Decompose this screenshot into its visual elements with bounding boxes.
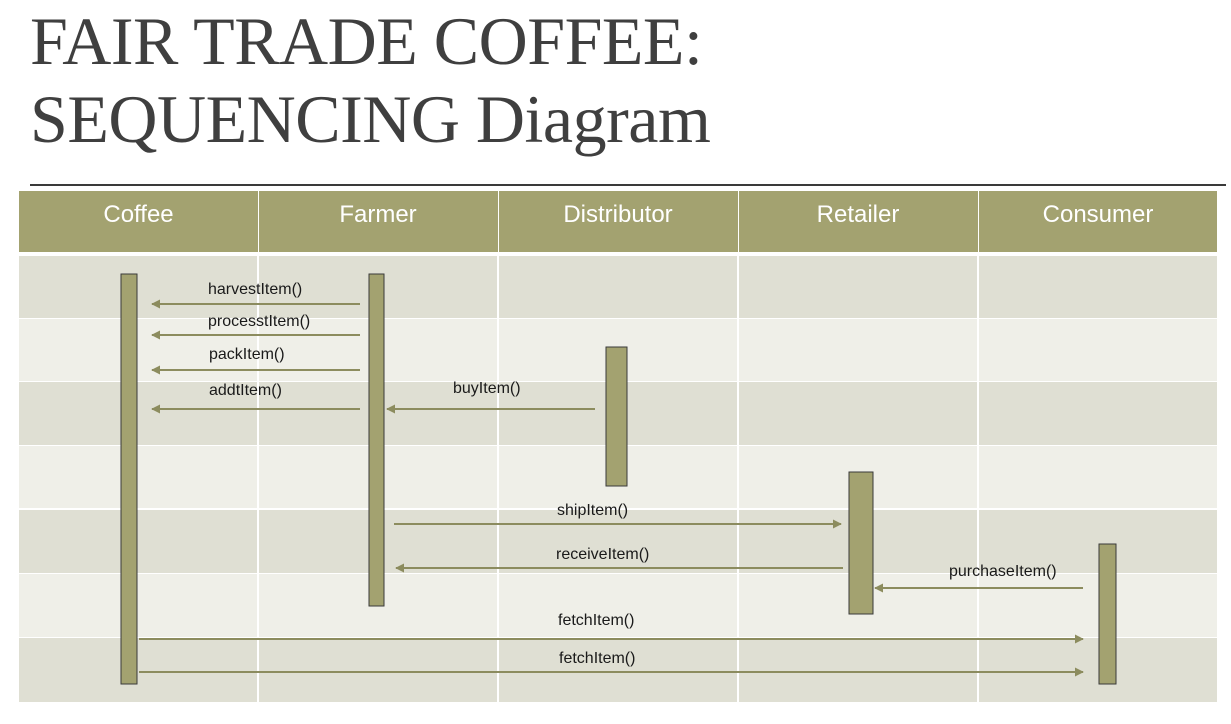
lifeline-header-retailer: Retailer xyxy=(738,191,977,252)
lifeline-header-consumer: Consumer xyxy=(978,191,1217,252)
row-divider xyxy=(19,318,1217,319)
message-label-ship-item: shipItem() xyxy=(557,502,628,519)
message-label-fetch-item: fetchItem() xyxy=(559,650,635,667)
message-label-add-item: addtItem() xyxy=(209,382,282,399)
message-label-process-item: processtItem() xyxy=(208,313,310,330)
column-divider xyxy=(737,191,739,702)
activation-bar-consumer xyxy=(1098,543,1117,685)
slide-title: FAIR TRADE COFFEE: SEQUENCING Diagram xyxy=(30,2,711,158)
message-label-harvest-item: harvestItem() xyxy=(208,281,302,298)
activation-bar-coffee xyxy=(120,273,138,685)
column-divider xyxy=(257,191,259,702)
title-line-1: FAIR TRADE COFFEE: xyxy=(30,3,703,79)
lifeline-header-row: Coffee Farmer Distributor Retailer Consu… xyxy=(19,191,1217,252)
message-label-fetch-item: fetchItem() xyxy=(558,612,634,629)
row-divider xyxy=(19,573,1217,574)
header-separator xyxy=(19,252,1217,256)
row-band xyxy=(19,510,1217,573)
row-divider xyxy=(19,509,1217,510)
row-band xyxy=(19,256,1217,319)
lifeline-header-coffee: Coffee xyxy=(103,201,174,228)
column-divider xyxy=(977,191,979,702)
message-label-pack-item: packItem() xyxy=(209,346,285,363)
message-label-receive-item: receiveItem() xyxy=(556,546,649,563)
lifeline-header-farmer: Farmer xyxy=(258,191,497,252)
title-divider xyxy=(30,184,1226,186)
row-band xyxy=(19,638,1217,702)
activation-bar-farmer xyxy=(368,273,385,607)
column-divider xyxy=(497,191,499,702)
activation-bar-distributor xyxy=(605,346,628,487)
row-band xyxy=(19,574,1217,637)
message-label-purchase-item: purchaseItem() xyxy=(949,563,1057,580)
title-line-2: SEQUENCING Diagram xyxy=(30,81,711,157)
message-label-buy-item: buyItem() xyxy=(453,380,521,397)
row-divider xyxy=(19,637,1217,638)
lifeline-header-distributor: Distributor xyxy=(498,191,737,252)
activation-bar-retailer xyxy=(848,471,874,615)
